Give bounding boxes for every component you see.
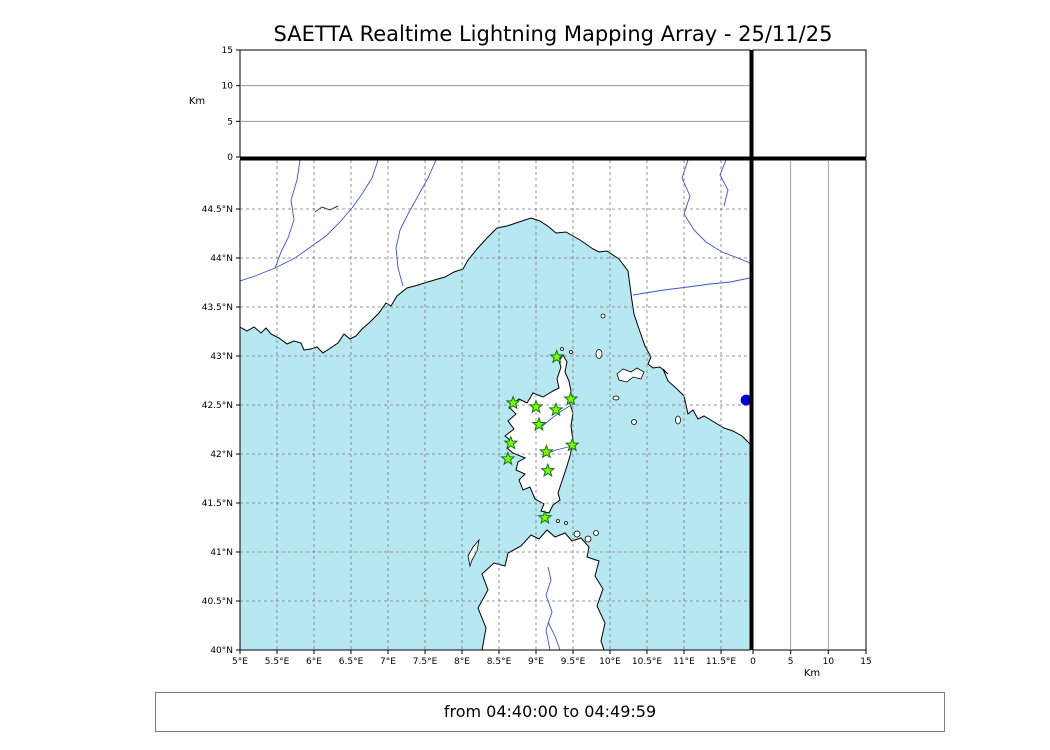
longitude-tick-label: 9°E [528, 657, 544, 667]
river [545, 566, 553, 650]
river [351, 160, 379, 209]
latitude-tick-label: 43°N [210, 352, 233, 362]
latitude-tick-label: 40.5°N [202, 597, 233, 607]
latitude-tick-label: 44.5°N [202, 205, 233, 215]
station-star-icon [503, 435, 519, 450]
island [595, 349, 603, 359]
right-km-axis-label: Km [804, 668, 820, 679]
altitude-longitude-panel [239, 49, 751, 158]
page-title: SAETTA Realtime Lightning Mapping Array … [273, 22, 833, 46]
island [631, 419, 637, 425]
sardinia-coastline [477, 529, 606, 650]
longitude-tick-label: 6.5°E [339, 657, 364, 667]
corsica-coastline [504, 354, 574, 514]
island [675, 415, 681, 425]
island [556, 519, 560, 523]
longitude-tick-label: 6°E [306, 657, 322, 667]
latitude-tick-label: 42°N [210, 450, 233, 460]
island [612, 395, 620, 401]
station-star-icon [549, 349, 565, 364]
longitude-tick-label: 8.5°E [487, 657, 512, 667]
island [573, 530, 581, 538]
longitude-tick-label: 5.5°E [265, 657, 290, 667]
altitude-tick-label: 15 [860, 657, 871, 667]
top-km-axis-label: Km [189, 96, 205, 107]
latitude-tick-label: 41°N [210, 548, 233, 558]
island [600, 313, 606, 319]
island [467, 538, 480, 568]
lightning-sources [740, 394, 750, 406]
map-panel [240, 160, 750, 650]
altitude-tick-label: 10 [222, 82, 234, 92]
altitude-tick-label: 0 [750, 657, 756, 667]
small-islands [467, 313, 681, 568]
axis-ticks [236, 49, 867, 654]
river [240, 207, 353, 282]
latitude-tick-label: 43.5°N [202, 303, 233, 313]
station-star-icon [548, 401, 564, 417]
station-markers [500, 349, 580, 525]
longitude-tick-label: 7°E [380, 657, 396, 667]
island [569, 350, 573, 354]
mainland-coastline [240, 160, 750, 445]
altitude-tick-label: 5 [227, 117, 233, 127]
river [274, 160, 301, 269]
river [395, 160, 437, 287]
island [564, 521, 568, 525]
river [719, 160, 729, 207]
island [616, 367, 645, 383]
altitude-tick-label: 5 [788, 657, 794, 667]
station-star-icon [528, 399, 544, 414]
lake-outline [314, 205, 339, 213]
longitude-tick-label: 5°E [232, 657, 248, 667]
longitude-tick-label: 9.5°E [561, 657, 586, 667]
river [632, 277, 750, 296]
vertical-separator [750, 50, 753, 650]
station-star-icon [564, 437, 580, 452]
island [560, 347, 564, 351]
island [593, 530, 599, 536]
longitude-tick-label: 8°E [454, 657, 470, 667]
river [681, 160, 750, 264]
corner-panel [752, 49, 867, 158]
longitude-tick-label: 11°E [673, 657, 695, 667]
longitude-tick-label: 11.5°E [706, 657, 737, 667]
lightning-source-dot [740, 394, 750, 406]
altitude-tick-label: 15 [222, 46, 233, 56]
horizontal-separator [240, 157, 866, 160]
station-star-icon [538, 444, 554, 459]
station-star-icon [500, 450, 516, 466]
station-star-icon [537, 509, 553, 525]
island [584, 535, 592, 543]
station-star-icon [531, 416, 547, 432]
latitude-tick-label: 41.5°N [202, 499, 233, 509]
station-star-icon [505, 395, 521, 410]
altitude-longitude-gridlines [240, 85, 750, 122]
map-gridlines [240, 160, 750, 650]
river [547, 621, 561, 650]
longitude-tick-label: 7.5°E [413, 657, 438, 667]
station-star-icon [563, 391, 579, 406]
latitude-tick-label: 40°N [210, 646, 233, 656]
longitude-tick-label: 10°E [599, 657, 621, 667]
latitude-tick-label: 44°N [210, 254, 233, 264]
latitude-tick-label: 42.5°N [202, 401, 233, 411]
altitude-latitude-panel [752, 159, 867, 651]
axis-tick-labels: 5°E 5.5°E 6°E 6.5°E 7°E 7.5°E 8°E 8.5°E 9°E 9.5°E… [202, 46, 872, 667]
station-star-icon [540, 462, 556, 478]
longitude-tick-label: 10.5°E [632, 657, 663, 667]
altitude-tick-label: 10 [823, 657, 835, 667]
altitude-tick-label: 0 [227, 153, 233, 163]
time-window-status: from 04:40:00 to 04:49:59 [155, 692, 945, 732]
altitude-latitude-gridlines [790, 160, 829, 650]
